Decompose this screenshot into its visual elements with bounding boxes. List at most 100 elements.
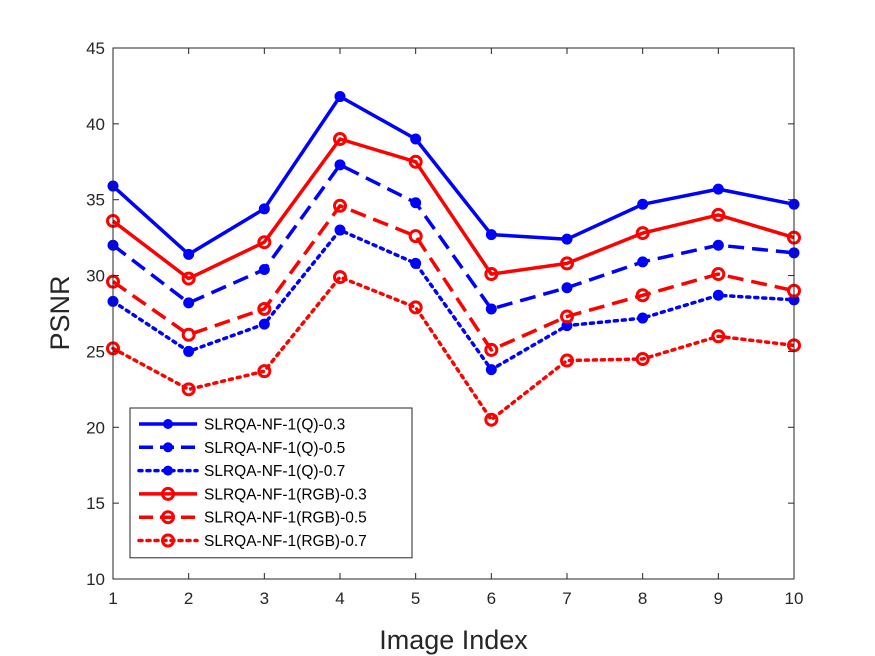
x-tick-label: 2 [184,589,193,608]
legend-label: SLRQA-NF-1(RGB)-0.3 [204,486,367,503]
data-point [258,203,270,215]
data-point [635,288,650,303]
legend-label: SLRQA-NF-1(Q)-0.7 [204,463,345,480]
data-point [712,183,724,195]
legend: SLRQA-NF-1(Q)-0.3 SLRQA-NF-1(Q)-0.5 SLRQA-… [129,407,413,559]
series-line [111,137,795,281]
data-point [181,382,196,397]
data-point [181,327,196,342]
data-point [333,198,347,213]
data-point [183,297,195,309]
y-tick-label: 20 [86,418,105,437]
data-point [334,224,346,236]
data-point [560,353,574,368]
plot-frame [112,47,795,580]
x-tick-label: 9 [714,589,723,608]
data-point [257,235,272,250]
data-point [258,318,270,330]
data-point [711,329,726,344]
data-point [561,282,573,294]
y-axis-title: PSNR [45,275,75,350]
legend-entry: SLRQA-NF-1(RGB)-0.5 [139,510,367,527]
data-point [258,264,270,276]
y-axis-ticks: 10 15 20 25 30 35 40 45 [86,39,794,589]
data-point [485,364,497,376]
legend-label: SLRQA-NF-1(RGB)-0.5 [204,510,367,527]
x-tick-label: 6 [487,589,496,608]
data-point [183,345,195,357]
x-tick-label: 5 [411,589,420,608]
y-tick-label: 10 [86,570,105,589]
legend-marker [161,486,175,501]
data-point [408,300,423,315]
data-point [561,233,573,245]
data-point [635,352,650,367]
legend-marker [163,465,173,476]
x-tick-label: 4 [335,589,344,608]
data-point [181,271,196,286]
legend-entry: SLRQA-NF-1(Q)-0.3 [139,417,345,434]
series-line [111,275,796,422]
legend-marker [163,419,173,429]
data-point [408,154,423,169]
data-point [711,267,726,282]
data-point [484,342,499,357]
x-tick-label: 3 [260,589,269,608]
data-point [257,301,272,316]
data-point [257,364,272,379]
data-point [484,267,499,282]
legend-entry: SLRQA-NF-1(RGB)-0.7 [137,533,367,550]
data-point [637,256,649,268]
data-point [410,197,422,209]
y-tick-label: 35 [86,191,105,210]
legend-marker [161,533,175,548]
series-line [111,163,795,311]
x-axis-title: Image Index [379,625,528,655]
legend-marker [161,510,175,525]
data-point [334,91,346,103]
legend-box [129,407,413,559]
data-point [560,256,574,271]
data-point [485,303,497,315]
data-point [333,132,347,147]
series-line [111,204,795,352]
series-2 [107,159,800,315]
legend-marker [163,442,173,453]
y-tick-label: 30 [86,267,105,286]
x-tick-label: 10 [785,589,804,608]
data-point [333,270,347,285]
data-point [484,412,499,427]
x-tick-label: 1 [108,589,117,608]
data-point [485,229,497,241]
series-1 [107,91,800,260]
data-point [560,309,574,324]
data-point [712,289,724,301]
series-line [111,228,796,372]
legend-label: SLRQA-NF-1(Q)-0.3 [204,417,345,434]
y-tick-label: 40 [86,115,105,134]
data-point [637,312,649,324]
series-6 [106,270,801,427]
legend-label: SLRQA-NF-1(RGB)-0.7 [204,533,367,550]
x-tick-label: 8 [638,589,647,608]
data-point [711,207,726,222]
data-point [408,229,423,244]
data-point [183,248,195,260]
y-tick-label: 45 [86,39,105,58]
legend-entry: SLRQA-NF-1(Q)-0.7 [137,463,345,480]
axes-box [112,47,795,580]
legend-entry: SLRQA-NF-1(Q)-0.5 [139,440,345,457]
legend-label: SLRQA-NF-1(Q)-0.5 [204,440,345,457]
x-axis-ticks: 1 2 3 4 5 6 7 8 9 10 [108,48,803,608]
x-tick-label: 7 [562,589,571,608]
data-point [410,133,422,145]
data-point [635,226,650,241]
data-point [410,257,422,269]
data-point [334,159,346,171]
series-line [111,94,795,257]
legend-entry: SLRQA-NF-1(RGB)-0.3 [139,486,367,503]
data-point [712,239,724,251]
y-tick-label: 25 [86,342,105,361]
data-point [637,198,649,210]
